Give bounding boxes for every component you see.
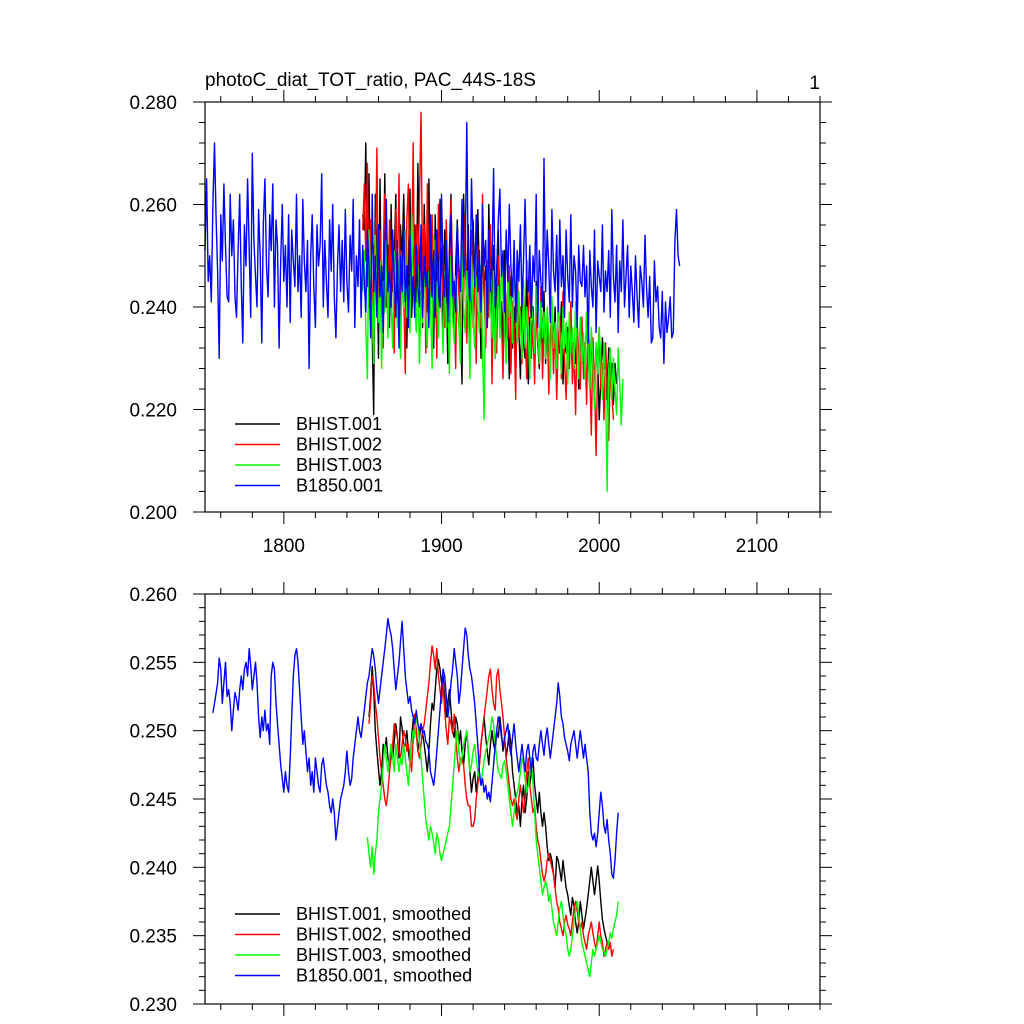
series-line-4: [212, 617, 619, 879]
x-tick-label: 2100: [736, 536, 778, 557]
y-tick-label: 0.280: [129, 93, 177, 114]
y-tick-label: 0.230: [129, 995, 177, 1016]
series-group: [204, 111, 681, 493]
y-tick-label: 0.240: [129, 298, 177, 319]
y-tick-label: 0.260: [129, 585, 177, 606]
y-tick-label: 0.260: [129, 196, 177, 217]
bottom-panel: 0.230 0.235 0.240 0.245 0.250 0.255 0.260 BHIST…: [129, 582, 832, 1016]
legend-entry: BHIST.002: [296, 435, 382, 455]
panel-number-label: 1: [809, 73, 820, 94]
series-line-4: [204, 121, 681, 370]
y-tick-label: 0.240: [129, 858, 177, 879]
y-tick-label: 0.245: [129, 790, 177, 811]
legend-entry: BHIST.001: [296, 414, 382, 434]
legend-entry: BHIST.003: [296, 455, 382, 475]
y-tick-label: 0.235: [129, 927, 177, 948]
series-line-3: [366, 716, 619, 978]
legend-entry: BHIST.001, smoothed: [296, 904, 471, 924]
series-group: [212, 617, 619, 978]
y-tick-label: 0.220: [129, 401, 177, 422]
x-tick-label: 2000: [578, 536, 620, 557]
x-tick-label: 1800: [263, 536, 305, 557]
legend-entry: B1850.001, smoothed: [296, 966, 472, 986]
y-tick-label: 0.200: [129, 503, 177, 524]
legend-entry: BHIST.002, smoothed: [296, 925, 471, 945]
y-tick-label: 0.250: [129, 722, 177, 743]
x-tick-label: 1900: [420, 536, 462, 557]
series-line-1: [368, 658, 608, 943]
chart-title: photoC_diat_TOT_ratio, PAC_44S-18S: [205, 70, 536, 91]
legend-entry: B1850.001: [296, 476, 383, 496]
top-panel: 1800 1900 2000 2100 0.200 0.220 0.240 0.260 0.28…: [129, 70, 832, 557]
y-tick-label: 0.255: [129, 653, 177, 674]
legend-entry: BHIST.003, smoothed: [296, 945, 471, 965]
